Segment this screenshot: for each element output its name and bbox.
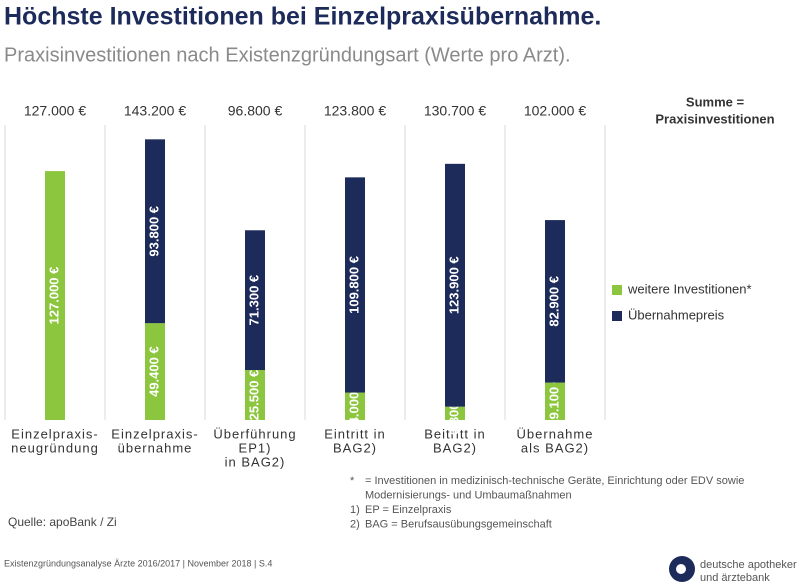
bar-segment <box>245 230 265 371</box>
bar-segment <box>445 163 465 407</box>
bar-segment <box>145 323 165 420</box>
bar-segment <box>545 220 565 383</box>
x-tick-label: Einzelpraxis- <box>111 426 198 441</box>
value-label: 93.800 € <box>146 206 161 257</box>
x-tick-label: BAG2) <box>433 440 477 455</box>
value-label: 25.500 € <box>246 370 261 421</box>
total-label: 127.000 € <box>24 103 86 119</box>
x-tick-label: übernahme <box>118 440 193 455</box>
note-marker: 2) <box>350 518 360 530</box>
note-marker: * <box>350 475 355 487</box>
value-label: 19.100 € <box>546 376 561 427</box>
total-label: 130.700 € <box>424 103 486 119</box>
source: Quelle: apoBank / Zi <box>8 515 117 529</box>
bar-segment <box>545 382 565 420</box>
x-tick-label: als BAG2) <box>521 440 589 455</box>
value-label: 14.000 € <box>346 381 361 432</box>
x-tick-label: EP1) <box>239 440 272 455</box>
bar-segment <box>45 171 65 420</box>
note-text: EP = Einzelpraxis <box>365 504 452 516</box>
value-label: 109.800 € <box>346 256 361 314</box>
x-tick-label: Übernahme <box>517 426 594 441</box>
legend-label: Übernahmepreis <box>628 307 725 322</box>
legend-swatch <box>612 285 622 295</box>
x-tick-label: Einzelpraxis- <box>11 426 98 441</box>
subtitle: Praxisinvestitionen nach Existenzgründun… <box>4 44 571 66</box>
footer: Existenzgründungsanalyse Ärzte 2016/2017… <box>4 558 272 568</box>
logo-mark-inner <box>676 564 686 574</box>
legend-title: Praxisinvestitionen <box>655 111 774 126</box>
x-tick-label: Überführung <box>213 426 296 441</box>
note-text: BAG = Berufsausübungsgemeinschaft <box>365 518 552 530</box>
note-text: Modernisierungs- und Umbaumaßnahmen <box>365 489 572 501</box>
value-label: 49.400 € <box>146 346 161 397</box>
x-tick-label: neugründung <box>11 440 99 455</box>
total-label: 123.800 € <box>324 103 386 119</box>
bar-segment <box>245 370 265 420</box>
total-label: 102.000 € <box>524 103 586 119</box>
bar-segment <box>445 406 465 420</box>
logo-text: deutsche apotheker- <box>700 559 797 571</box>
x-tick-label: in BAG2) <box>225 454 286 469</box>
legend-label: weitere Investitionen* <box>627 281 752 296</box>
value-label: 123.900 € <box>446 256 461 314</box>
bar-segment <box>345 392 365 420</box>
note-marker: 1) <box>350 504 360 516</box>
bar-segment <box>345 177 365 393</box>
x-tick-label: BAG2) <box>333 440 377 455</box>
bar-segment <box>145 139 165 324</box>
value-label: 127.000 € <box>46 267 61 325</box>
note-text: = Investitionen in medizinisch-technisch… <box>365 475 744 487</box>
logo-text: und ärztebank <box>700 572 770 584</box>
total-label: 96.800 € <box>228 103 283 119</box>
total-label: 143.200 € <box>124 103 186 119</box>
value-label: 71.300 € <box>246 275 261 326</box>
title: Höchste Investitionen bei Einzelpraxisüb… <box>4 3 601 31</box>
legend-swatch <box>612 311 622 321</box>
value-label: 82.900 € <box>546 276 561 327</box>
legend-title: Summe = <box>686 94 745 109</box>
x-tick-label: Beitritt in <box>424 426 486 441</box>
x-tick-label: Eintritt in <box>324 426 386 441</box>
